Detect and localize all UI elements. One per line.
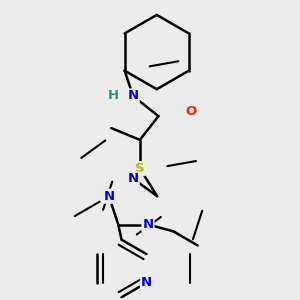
Text: N: N: [103, 190, 115, 203]
Text: H: H: [107, 89, 118, 103]
Text: N: N: [128, 172, 139, 185]
Text: S: S: [135, 162, 145, 175]
Text: N: N: [142, 218, 154, 231]
Text: N: N: [128, 89, 139, 103]
Text: O: O: [185, 105, 196, 118]
Text: N: N: [141, 276, 152, 289]
